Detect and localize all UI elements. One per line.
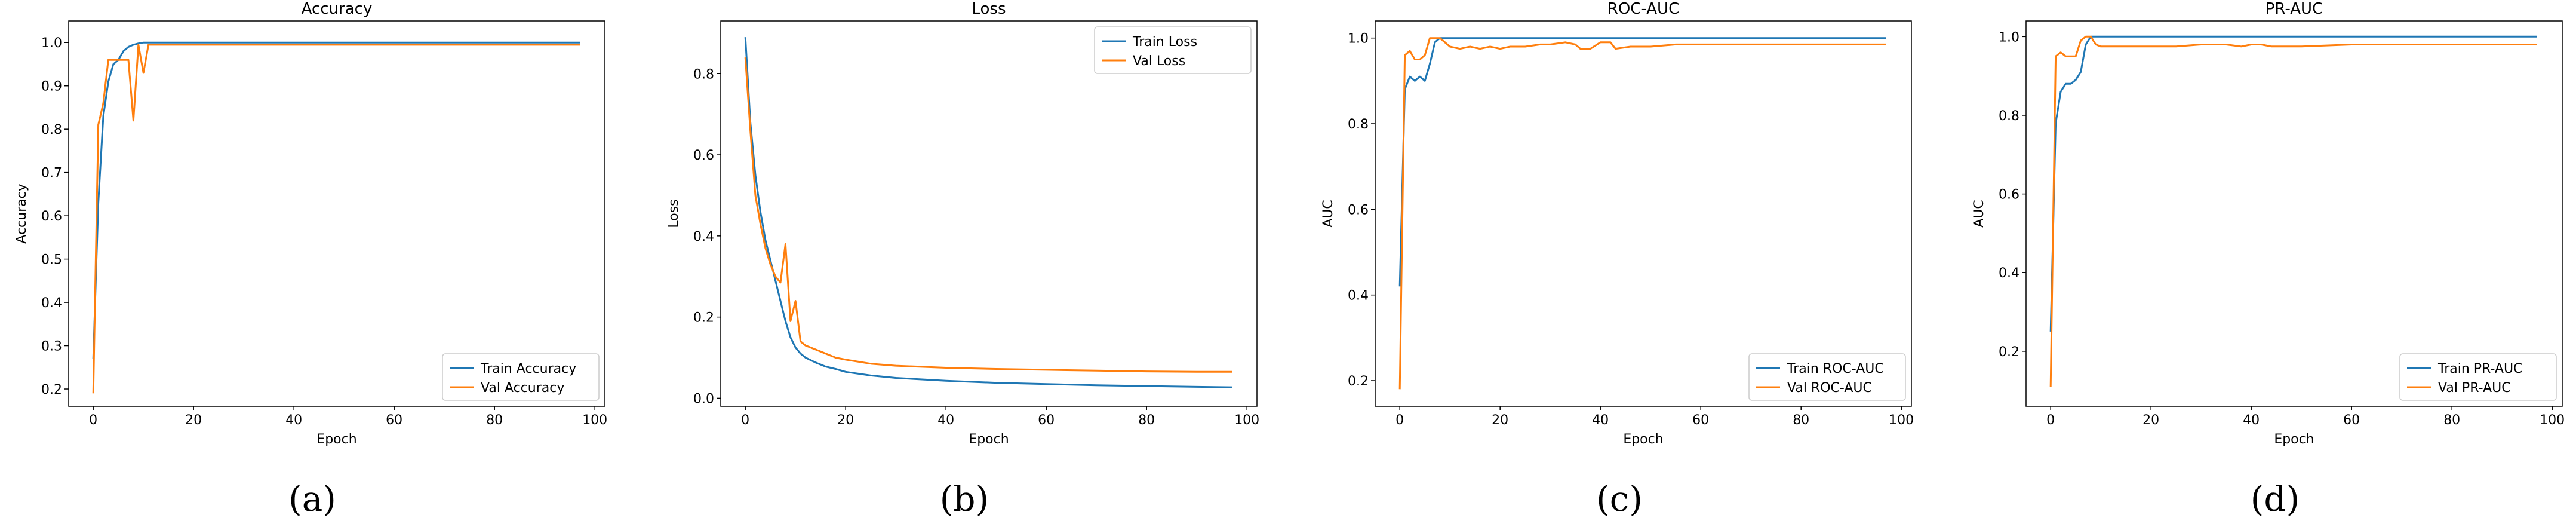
legend-box — [1094, 26, 1252, 74]
chart-title: Accuracy — [302, 0, 373, 18]
legend-label: Val Loss — [1133, 54, 1185, 69]
y-tick-label: 0.6 — [1999, 188, 2019, 203]
panel-label: (c) — [1596, 479, 1643, 519]
legend-box — [2399, 353, 2557, 401]
y-axis-label: Accuracy — [14, 183, 29, 243]
y-tick-label: 0.4 — [693, 229, 714, 244]
y-tick-label: 0.5 — [41, 253, 62, 268]
series-line-2 — [744, 57, 1232, 373]
series-line-1 — [1398, 37, 1886, 287]
x-tick-label: 100 — [2540, 413, 2565, 428]
y-tick-label: 0.9 — [41, 79, 62, 94]
series-line-1 — [92, 41, 580, 359]
plot-frame — [1375, 20, 1912, 407]
y-tick-label: 1.0 — [1348, 32, 1369, 47]
y-tick-label: 0.8 — [693, 67, 714, 82]
x-axis-label: Epoch — [969, 432, 1009, 447]
x-tick-label: 100 — [1234, 413, 1259, 428]
legend: Train ROC-AUC Val ROC-AUC — [1748, 353, 1906, 401]
x-tick-label: 60 — [386, 413, 402, 428]
y-tick-label: 0.8 — [41, 122, 62, 137]
y-tick-label: 0.4 — [1348, 289, 1369, 304]
x-tick-label: 40 — [285, 413, 302, 428]
legend-label: Val Accuracy — [481, 381, 564, 396]
series-line-1 — [2049, 35, 2537, 332]
y-tick-label: 0.8 — [1348, 117, 1369, 132]
legend-label: Train PR-AUC — [2437, 361, 2522, 376]
x-tick-label: 20 — [1492, 413, 1508, 428]
legend: Train Loss Val Loss — [1094, 26, 1252, 74]
y-tick-label: 0.2 — [1348, 374, 1369, 389]
legend: Train PR-AUC Val PR-AUC — [2399, 353, 2557, 401]
series-line-2 — [1398, 37, 1886, 390]
y-tick-label: 0.0 — [693, 391, 714, 406]
x-tick-label: 80 — [2443, 413, 2460, 428]
panel-label: (a) — [288, 479, 336, 519]
x-axis-label: Epoch — [2274, 432, 2314, 447]
chart-title: PR-AUC — [2265, 0, 2323, 18]
y-tick-label: 0.2 — [693, 311, 714, 326]
chart-title: ROC-AUC — [1607, 0, 1679, 18]
x-tick-label: 60 — [1038, 413, 1055, 428]
series-line-1 — [744, 37, 1232, 388]
x-tick-label: 40 — [937, 413, 954, 428]
x-tick-label: 0 — [1395, 413, 1404, 428]
chart-panel-4: PR-AUC 0 20 40 60 80 100 0.2 0.4 0.6 0.8 1.0 Epoch AU… — [1972, 0, 2565, 519]
x-axis-label: Epoch — [1623, 432, 1663, 447]
y-axis-label: AUC — [1972, 200, 1987, 228]
x-tick-label: 100 — [582, 413, 607, 428]
x-tick-label: 60 — [2343, 413, 2360, 428]
legend: Train Accuracy Val Accuracy — [442, 353, 600, 401]
x-axis-label: Epoch — [316, 432, 356, 447]
y-tick-label: 0.4 — [41, 296, 62, 311]
chart-panel-1: Accuracy 0 20 40 60 80 100 0.2 0.3 0.4 0.5 0.6 0.7 0.… — [14, 0, 607, 519]
x-tick-label: 0 — [741, 413, 749, 428]
y-axis-label: AUC — [1321, 200, 1336, 228]
panel-label: (d) — [2251, 479, 2300, 519]
y-tick-label: 0.8 — [1999, 109, 2019, 124]
series-line-2 — [92, 44, 580, 394]
chart-panel-3: ROC-AUC 0 20 40 60 80 100 0.2 0.4 0.6 0.8 1.0 Epoch A… — [1321, 0, 1914, 519]
x-tick-label: 0 — [89, 413, 97, 428]
y-tick-label: 0.2 — [41, 382, 62, 397]
x-tick-label: 40 — [1592, 413, 1609, 428]
y-tick-label: 0.6 — [41, 209, 62, 224]
chart-title: Loss — [972, 0, 1006, 18]
y-tick-label: 0.7 — [41, 166, 62, 181]
x-tick-label: 20 — [2142, 413, 2159, 428]
legend-label: Val PR-AUC — [2438, 381, 2511, 396]
legend-label: Train ROC-AUC — [1787, 361, 1884, 376]
x-tick-label: 20 — [837, 413, 854, 428]
legend-label: Train Accuracy — [480, 361, 576, 376]
x-tick-label: 80 — [486, 413, 503, 428]
y-tick-label: 0.2 — [1999, 345, 2019, 360]
x-tick-label: 40 — [2243, 413, 2260, 428]
x-tick-label: 20 — [185, 413, 202, 428]
plot-frame — [68, 20, 605, 407]
y-tick-label: 0.6 — [693, 148, 714, 163]
legend-box — [442, 353, 600, 401]
legend-box — [1748, 353, 1906, 401]
series-line-2 — [2049, 35, 2537, 387]
legend-label: Train Loss — [1132, 35, 1197, 50]
x-tick-label: 60 — [1692, 413, 1709, 428]
y-tick-label: 0.3 — [41, 339, 62, 354]
x-tick-label: 80 — [1793, 413, 1809, 428]
y-tick-label: 0.6 — [1348, 203, 1369, 217]
plot-frame — [2025, 20, 2563, 407]
chart-panel-2: Loss 0 20 40 60 80 100 0.0 0.2 0.4 0.6 0.8 Epoch Loss… — [666, 0, 1259, 519]
y-tick-label: 1.0 — [1999, 30, 2019, 45]
legend-label: Val ROC-AUC — [1787, 381, 1872, 396]
x-tick-label: 0 — [2046, 413, 2055, 428]
panel-label: (b) — [940, 479, 989, 519]
x-tick-label: 80 — [1138, 413, 1155, 428]
plot-frame — [720, 20, 1258, 407]
y-tick-label: 0.4 — [1999, 266, 2019, 281]
y-axis-label: Loss — [666, 199, 681, 228]
y-tick-label: 1.0 — [41, 36, 62, 51]
x-tick-label: 100 — [1889, 413, 1914, 428]
